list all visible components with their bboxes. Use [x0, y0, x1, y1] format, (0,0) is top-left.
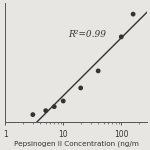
Point — [80, 87, 82, 89]
Text: R²=0.99: R²=0.99 — [68, 30, 106, 39]
Point — [53, 105, 55, 108]
Point — [32, 113, 34, 116]
X-axis label: Pepsinogen II Concentration (ng/m: Pepsinogen II Concentration (ng/m — [14, 141, 139, 147]
Point — [45, 110, 47, 112]
Point — [120, 36, 122, 38]
Point — [132, 13, 134, 15]
Point — [62, 100, 64, 102]
Point — [97, 70, 99, 72]
